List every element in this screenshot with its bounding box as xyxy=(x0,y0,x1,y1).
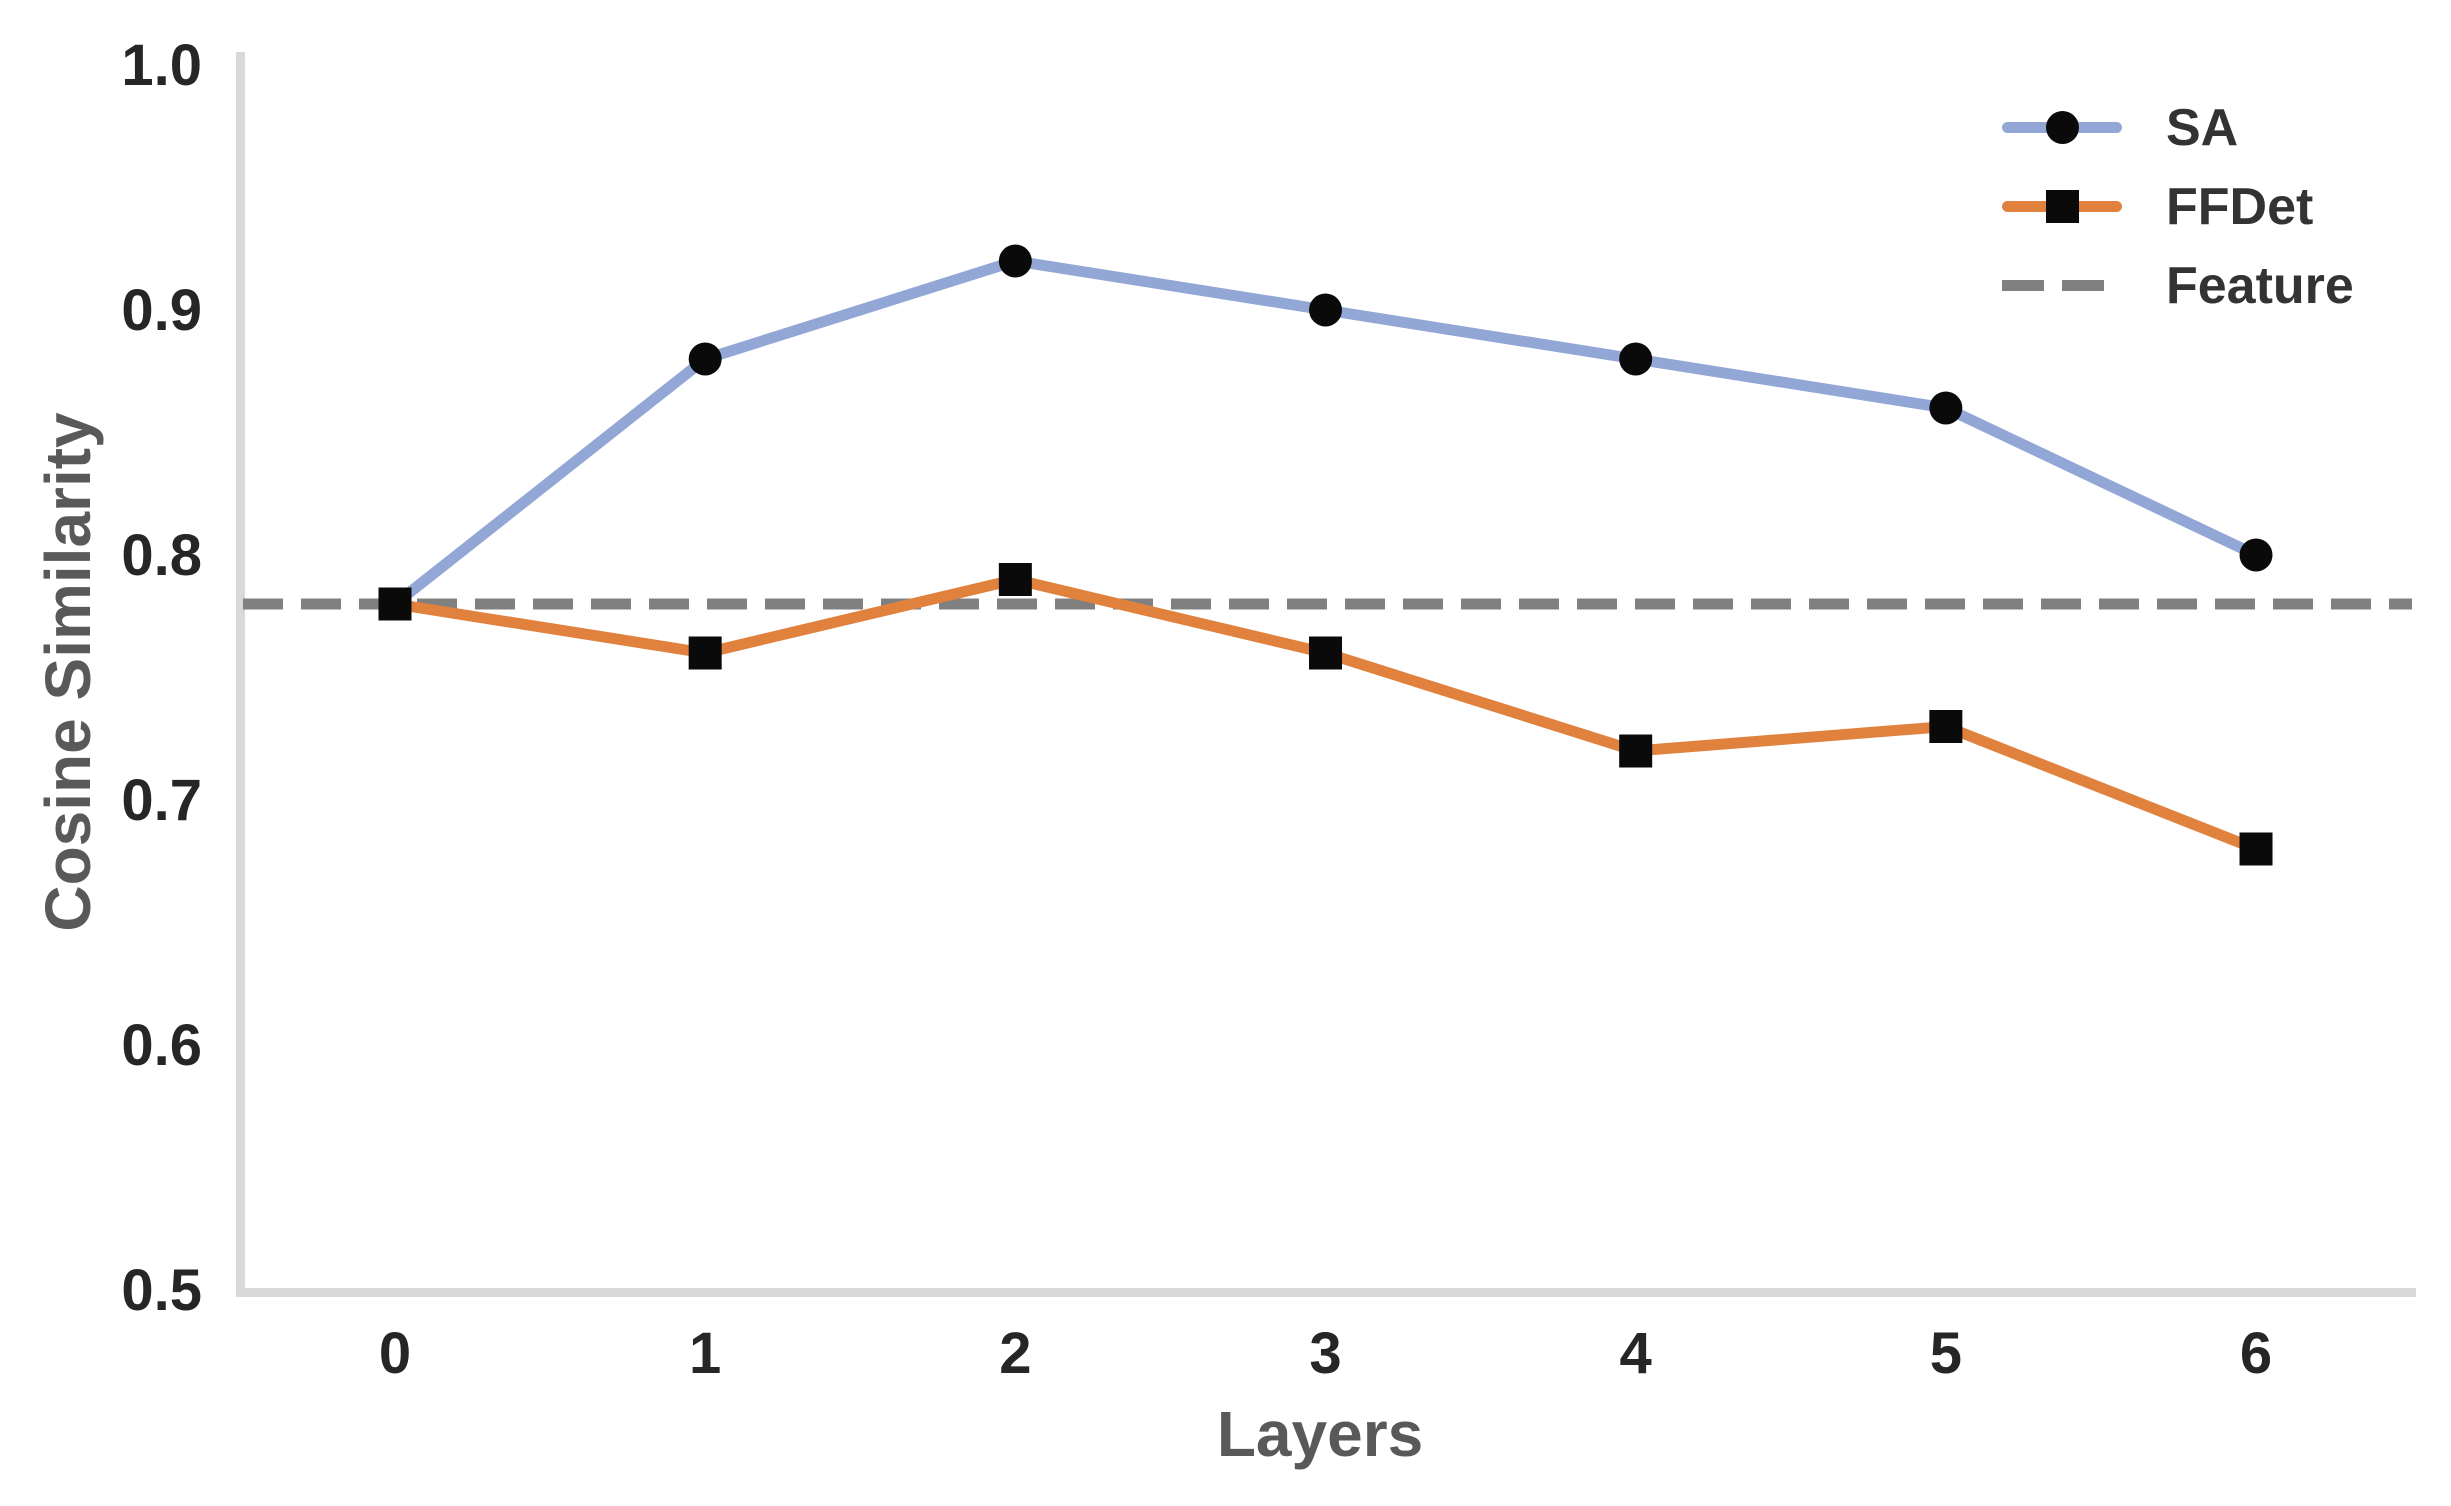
legend-item-sa: SA xyxy=(2002,88,2354,167)
series-markers-group xyxy=(378,244,2273,866)
ffdet-marker xyxy=(1309,636,1343,670)
square-marker-icon xyxy=(2046,190,2079,223)
legend-label-ffdet: FFDet xyxy=(2166,177,2314,236)
y-tick-label: 0.9 xyxy=(121,278,202,343)
sa-marker xyxy=(1619,342,1653,376)
ffdet-marker xyxy=(1619,734,1653,768)
ffdet-marker xyxy=(1929,710,1963,743)
sa-line-swatch xyxy=(2002,88,2122,167)
x-tick-label: 3 xyxy=(1309,1321,1341,1386)
sa-marker xyxy=(1309,293,1343,327)
ffdet-marker xyxy=(998,563,1032,596)
x-axis-title: Layers xyxy=(1216,1398,1424,1470)
axes-spines xyxy=(236,52,2416,1297)
ffdet-line xyxy=(389,574,2262,855)
x-tick-label: 4 xyxy=(1620,1321,1652,1386)
series-lines-group xyxy=(389,255,2262,855)
y-tick-label: 0.7 xyxy=(121,768,202,833)
y-tick-label: 0.5 xyxy=(121,1258,202,1323)
ffdet-line-swatch xyxy=(2002,167,2122,246)
x-tick-label: 6 xyxy=(2240,1321,2272,1386)
y-tick-label: 0.6 xyxy=(121,1013,202,1078)
y-axis-title: Cosine Similarity xyxy=(32,412,104,932)
sa-marker xyxy=(998,244,1032,278)
legend: SA FFDet Feature xyxy=(2002,88,2354,325)
x-tick-label: 5 xyxy=(1930,1321,1962,1386)
legend-label-sa: SA xyxy=(2166,98,2239,157)
y-tick-label: 0.8 xyxy=(121,523,202,588)
legend-item-feature: Feature xyxy=(2002,246,2354,325)
x-tick-label: 1 xyxy=(689,1321,721,1386)
feature-line-swatch xyxy=(2002,246,2122,325)
ffdet-marker xyxy=(378,587,412,621)
tick-labels-group: 0.5 0.6 0.7 0.8 0.9 1.0 0 1 2 3 4 5 6 xyxy=(121,33,2272,1386)
dashed-line-sample xyxy=(2002,280,2104,291)
ffdet-marker xyxy=(688,636,722,670)
ffdet-marker xyxy=(2239,832,2273,866)
legend-label-feature: Feature xyxy=(2166,256,2354,315)
x-tick-label: 0 xyxy=(379,1321,411,1386)
sa-marker xyxy=(688,342,722,376)
x-tick-label: 2 xyxy=(999,1321,1031,1386)
circle-marker-icon xyxy=(2046,111,2079,144)
sa-marker xyxy=(1929,391,1963,425)
y-tick-label: 1.0 xyxy=(121,33,202,98)
sa-marker xyxy=(2239,538,2273,572)
legend-item-ffdet: FFDet xyxy=(2002,167,2354,246)
